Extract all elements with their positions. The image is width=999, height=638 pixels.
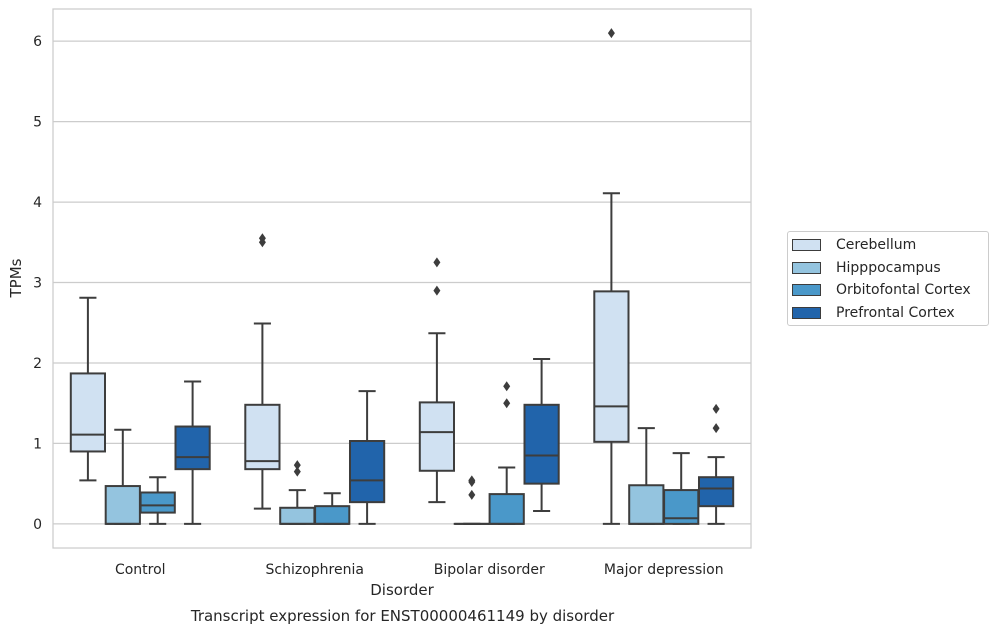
box-body bbox=[629, 485, 663, 524]
figure-caption: Transcript expression for ENST0000046114… bbox=[0, 607, 805, 625]
x-tick-label: Schizophrenia bbox=[266, 562, 364, 578]
box-body bbox=[594, 291, 628, 441]
box-body bbox=[106, 486, 140, 524]
y-tick-label: 2 bbox=[33, 356, 42, 372]
box-0-2 bbox=[420, 257, 454, 502]
box-body bbox=[280, 508, 314, 524]
outlier-point bbox=[468, 475, 475, 485]
box-layer bbox=[71, 28, 733, 524]
outlier-point bbox=[433, 286, 440, 296]
y-axis-label: TPMs bbox=[7, 258, 25, 298]
box-1-1 bbox=[280, 460, 314, 524]
outlier-point bbox=[503, 398, 510, 408]
box-body bbox=[175, 427, 209, 470]
outlier-point bbox=[503, 381, 510, 391]
x-tick-label: Major depression bbox=[604, 562, 724, 578]
y-tick-labels: 0 1 2 3 4 5 6 bbox=[33, 34, 42, 533]
y-tick-label: 3 bbox=[33, 276, 42, 292]
outlier-point bbox=[713, 404, 720, 414]
box-3-2 bbox=[524, 359, 558, 511]
legend-swatch-cerebellum bbox=[792, 239, 821, 251]
box-3-1 bbox=[350, 391, 384, 524]
box-3-3 bbox=[699, 404, 733, 524]
box-2-1 bbox=[315, 493, 349, 524]
x-tick-label: Bipolar disorder bbox=[434, 562, 545, 578]
box-body bbox=[699, 477, 733, 506]
legend-label-orbitofrontal: Orbitofontal Cortex bbox=[836, 282, 971, 298]
legend-label-cerebellum: Cerebellum bbox=[836, 237, 916, 253]
box-1-2 bbox=[455, 475, 489, 523]
legend-swatch-orbitofrontal bbox=[792, 284, 821, 296]
box-0-1 bbox=[245, 233, 279, 508]
box-body bbox=[524, 405, 558, 484]
x-tick-label: Control bbox=[115, 562, 166, 578]
legend-swatch-hippocampus bbox=[792, 262, 821, 274]
box-body bbox=[490, 494, 524, 524]
outlier-point bbox=[294, 460, 301, 470]
box-body bbox=[71, 373, 105, 451]
box-0-0 bbox=[71, 298, 105, 481]
y-tick-label: 5 bbox=[33, 115, 42, 131]
x-axis-label: Disorder bbox=[370, 581, 434, 599]
box-2-2 bbox=[490, 381, 524, 524]
box-3-0 bbox=[175, 381, 209, 523]
y-tick-label: 4 bbox=[33, 195, 42, 211]
legend-item-orbitofrontal: Orbitofontal Cortex bbox=[792, 279, 971, 301]
legend: Cerebellum Hipppocampus Orbitofontal Cor… bbox=[787, 231, 989, 326]
box-body bbox=[350, 441, 384, 502]
box-1-3 bbox=[629, 428, 663, 524]
legend-label-prefrontal: Prefrontal Cortex bbox=[836, 305, 955, 321]
y-tick-label: 1 bbox=[33, 436, 42, 452]
box-body bbox=[141, 492, 175, 512]
legend-item-prefrontal: Prefrontal Cortex bbox=[792, 302, 955, 324]
box-body bbox=[420, 402, 454, 470]
legend-item-cerebellum: Cerebellum bbox=[792, 234, 916, 256]
outlier-point bbox=[608, 28, 615, 38]
outlier-point bbox=[713, 423, 720, 433]
x-tick-labels: Control Schizophrenia Bipolar disorder Majo… bbox=[115, 562, 724, 578]
y-tick-label: 0 bbox=[33, 517, 42, 533]
box-0-3 bbox=[594, 28, 628, 524]
outlier-point bbox=[468, 490, 475, 500]
box-body bbox=[245, 405, 279, 469]
y-tick-label: 6 bbox=[33, 34, 42, 50]
legend-item-hippocampus: Hipppocampus bbox=[792, 257, 941, 279]
box-body bbox=[315, 506, 349, 524]
box-2-0 bbox=[141, 477, 175, 524]
outlier-point bbox=[433, 257, 440, 267]
legend-swatch-prefrontal bbox=[792, 307, 821, 319]
box-2-3 bbox=[664, 453, 698, 524]
legend-label-hippocampus: Hipppocampus bbox=[836, 260, 941, 276]
